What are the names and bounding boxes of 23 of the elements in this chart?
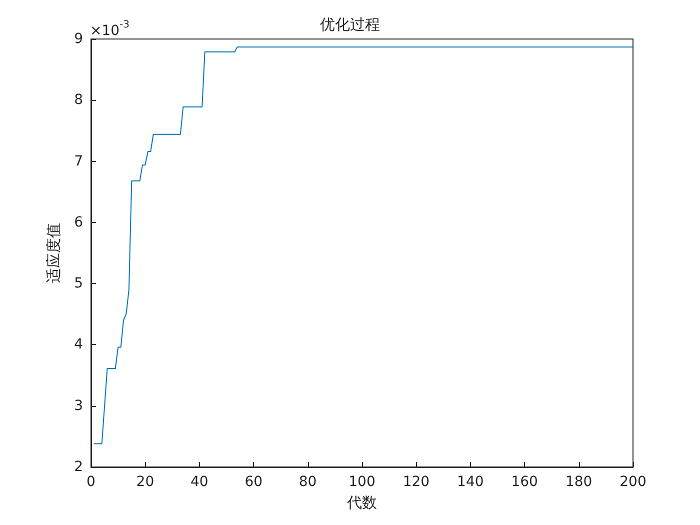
chart-title: 优化过程	[320, 16, 380, 34]
y-tick-label: 7	[74, 153, 83, 170]
x-tick-label: 100	[348, 474, 376, 490]
y-tick-label: 9	[74, 31, 83, 47]
x-tick-label: 20	[136, 474, 154, 490]
x-tick-label: 0	[86, 474, 96, 490]
y-tick-label: 8	[74, 92, 83, 108]
x-tick-label: 200	[620, 474, 646, 490]
x-tick-label: 60	[244, 474, 263, 490]
x-tick-label: 160	[511, 474, 538, 490]
y-tick-label: 2	[74, 459, 83, 475]
x-tick-label: 140	[457, 474, 484, 490]
y-tick-label: 6	[74, 214, 84, 230]
y-tick-label: 5	[74, 276, 83, 292]
x-tick-label: 120	[402, 474, 430, 490]
x-axis-title: 代数	[346, 494, 377, 512]
x-tick-label: 80	[298, 474, 317, 490]
y-axis-title: 适应度值	[44, 223, 62, 283]
x-tick-label: 180	[565, 474, 592, 490]
line-series	[93, 46, 634, 444]
x-tick-label: 40	[190, 474, 208, 490]
y-tick-label: 4	[74, 336, 84, 353]
y-tick-label: 3	[74, 398, 83, 414]
